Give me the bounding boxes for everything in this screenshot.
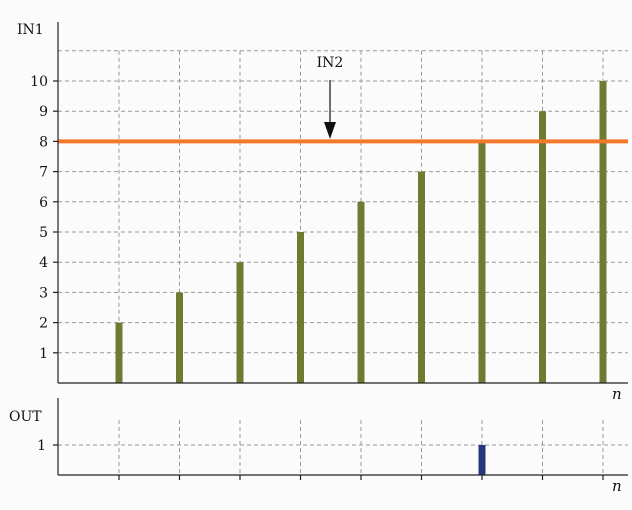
top-x-axis-label: n	[612, 385, 622, 403]
top-y-tick-label: 5	[39, 225, 48, 241]
top-y-tick-label: 9	[39, 104, 48, 120]
in2-annotation-label: IN2	[317, 55, 344, 71]
bottom-y-axis-label: OUT	[9, 409, 42, 425]
out-bar	[478, 445, 486, 475]
in1-bar	[176, 292, 183, 383]
top-bars	[58, 81, 628, 383]
labels: 1 2 3 4 5 6 7 8 9 10 1 IN1 OUT n n IN2	[9, 22, 622, 495]
axes	[53, 22, 628, 480]
top-y-tick-label: 3	[39, 285, 48, 301]
bottom-x-axis-label: n	[612, 477, 622, 495]
top-y-tick-label: 1	[39, 346, 48, 362]
in1-bar	[115, 322, 123, 383]
top-y-tick-label: 8	[39, 134, 48, 150]
in1-bar	[236, 262, 244, 383]
bottom-grid	[58, 420, 628, 475]
top-y-tick-label: 10	[30, 74, 48, 90]
bottom-y-tick-label: 1	[37, 438, 46, 454]
top-y-axis-label: IN1	[17, 22, 44, 38]
in1-bar	[418, 171, 425, 383]
in1-bar	[478, 141, 486, 383]
in1-bar	[599, 81, 607, 383]
top-y-tick-label: 4	[39, 255, 48, 271]
in1-bar	[539, 111, 546, 383]
bottom-bars	[478, 445, 486, 475]
in2-arrow-head	[324, 122, 336, 139]
top-y-tick-label: 6	[39, 195, 48, 211]
in1-bar	[297, 232, 304, 383]
in1-bar	[357, 201, 365, 383]
top-y-tick-label: 7	[39, 165, 48, 181]
top-y-tick-label: 2	[39, 316, 48, 332]
